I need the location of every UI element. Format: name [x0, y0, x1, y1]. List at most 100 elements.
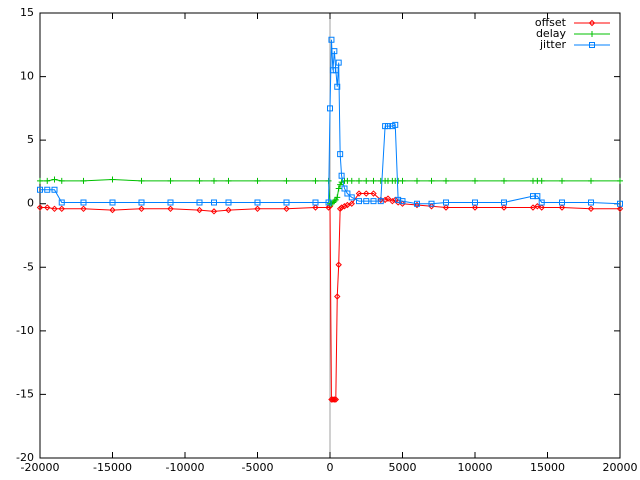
point [312, 177, 319, 184]
point [389, 197, 396, 205]
plot-border [39, 12, 621, 459]
point [51, 186, 58, 193]
point [44, 186, 51, 193]
legend-label: jitter [539, 38, 567, 51]
legend-marker [589, 42, 595, 48]
point [617, 200, 623, 207]
point [210, 208, 218, 215]
legend-marker [589, 31, 595, 37]
point [109, 176, 116, 183]
point [58, 177, 65, 184]
point [138, 205, 145, 213]
point [344, 190, 351, 197]
x-tick-label: 10000 [458, 461, 493, 474]
point [559, 199, 565, 206]
point [37, 186, 43, 193]
point [370, 190, 377, 197]
point [51, 176, 58, 183]
point [58, 205, 65, 213]
point [254, 199, 261, 206]
point [312, 204, 319, 211]
series [37, 36, 623, 207]
x-tick-label: 0 [327, 461, 334, 474]
point [332, 196, 339, 203]
point [196, 206, 203, 214]
point [331, 48, 338, 55]
point [395, 196, 402, 203]
point [501, 177, 507, 184]
point [617, 177, 623, 184]
point [51, 205, 58, 213]
y-tick-label: 10 [20, 70, 34, 83]
point [587, 205, 595, 213]
point [36, 204, 44, 211]
point [335, 261, 342, 268]
point [37, 177, 43, 184]
point [348, 200, 355, 207]
point [196, 199, 203, 206]
point [225, 177, 232, 184]
point [348, 194, 355, 201]
x-tick-label: -15000 [93, 461, 132, 474]
point [341, 203, 348, 210]
point [337, 151, 344, 158]
point [335, 59, 342, 66]
point [428, 200, 435, 207]
point [414, 177, 420, 184]
point [331, 198, 338, 205]
point [538, 199, 545, 206]
y-tick-label: 0 [27, 197, 34, 210]
x-tick-label: 15000 [530, 461, 565, 474]
point [80, 177, 87, 184]
point [472, 177, 478, 184]
point [559, 177, 565, 184]
x-tick-label: -5000 [242, 461, 274, 474]
point [443, 177, 449, 184]
series-line [40, 39, 621, 205]
point [312, 199, 319, 206]
point [377, 198, 384, 205]
point [472, 199, 478, 206]
legend-label: delay [536, 27, 567, 40]
point [167, 205, 174, 213]
point [414, 200, 420, 207]
legend-label: offset [535, 16, 567, 29]
x-tick-label: 5000 [389, 461, 417, 474]
point [348, 177, 355, 184]
point [384, 195, 392, 202]
point [44, 177, 51, 184]
point [332, 67, 339, 74]
point [283, 177, 290, 184]
point [538, 177, 545, 184]
point [328, 36, 335, 43]
point [428, 203, 435, 210]
point [443, 199, 449, 206]
y-tick-label: -20 [16, 451, 34, 464]
point [538, 204, 545, 211]
point [225, 199, 232, 206]
point [334, 194, 341, 201]
point [501, 199, 507, 206]
point [109, 199, 116, 206]
point [196, 177, 203, 184]
legend-marker [588, 19, 596, 27]
point [167, 199, 174, 206]
point [44, 204, 51, 211]
y-tick-label: 5 [27, 133, 34, 146]
point [283, 205, 290, 213]
point [80, 199, 87, 206]
point [80, 205, 87, 213]
point [399, 177, 406, 184]
y-tick-label: -15 [16, 387, 34, 400]
y-tick-label: 15 [20, 6, 34, 19]
point [334, 293, 341, 300]
point [363, 190, 370, 197]
point [283, 199, 290, 206]
y-tick-label: -10 [16, 324, 34, 337]
point [558, 204, 566, 211]
point [254, 205, 261, 213]
series [36, 190, 624, 403]
point [225, 206, 232, 214]
